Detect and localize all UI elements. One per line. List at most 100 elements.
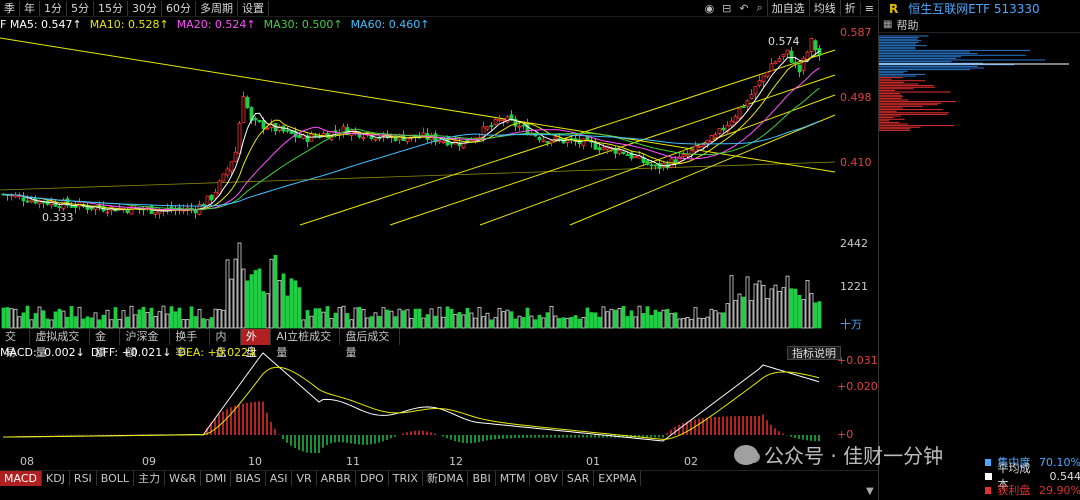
volume-bar bbox=[97, 319, 102, 329]
price-axis-low: 0.410 bbox=[840, 156, 872, 169]
tab-dpo[interactable]: DPO bbox=[356, 471, 389, 486]
period-multi[interactable]: 多周期 bbox=[196, 0, 238, 16]
volume-bar bbox=[173, 311, 178, 329]
tab-trix[interactable]: TRIX bbox=[389, 471, 423, 486]
tab-rsi[interactable]: RSI bbox=[70, 471, 97, 486]
candle-body bbox=[625, 154, 630, 157]
volume-bar bbox=[605, 311, 610, 329]
tab-arbr[interactable]: ARBR bbox=[317, 471, 357, 486]
volume-bar bbox=[509, 311, 514, 329]
search-icon[interactable]: ⌕ bbox=[756, 1, 763, 14]
scroll-down-icon[interactable]: ▼ bbox=[866, 486, 874, 497]
candle-body bbox=[25, 200, 30, 203]
tab-dmi[interactable]: DMI bbox=[201, 471, 232, 486]
indicator-help-button[interactable]: 指标说明 bbox=[787, 346, 841, 360]
period-5min[interactable]: 5分 bbox=[67, 0, 94, 16]
ma-line bbox=[3, 87, 820, 210]
month-label: 09 bbox=[142, 455, 156, 468]
settings-button[interactable]: 设置 bbox=[238, 0, 269, 16]
volume-bar bbox=[21, 312, 26, 329]
tab-after-hours[interactable]: 盘后成交量 bbox=[340, 329, 401, 359]
volume-bar bbox=[225, 259, 230, 329]
undo-icon[interactable]: ↶ bbox=[739, 1, 749, 15]
tab-mtm[interactable]: MTM bbox=[496, 471, 531, 486]
period-15min[interactable]: 15分 bbox=[94, 0, 128, 16]
tab-asi[interactable]: ASI bbox=[266, 471, 293, 486]
volume-chart[interactable] bbox=[0, 230, 878, 330]
candle-body bbox=[277, 125, 282, 131]
help-label: 帮助 bbox=[896, 18, 919, 32]
candle-body bbox=[617, 150, 622, 154]
candle-body bbox=[761, 75, 766, 83]
period-quarter[interactable]: 季 bbox=[0, 0, 20, 16]
add-watchlist-button[interactable]: 加自选 bbox=[766, 0, 809, 16]
volume-bar bbox=[753, 283, 758, 329]
tab-vr[interactable]: VR bbox=[292, 471, 317, 486]
period-60min[interactable]: 60分 bbox=[162, 0, 196, 16]
tab-amount[interactable]: 金额 bbox=[90, 329, 121, 359]
volume-bar bbox=[397, 308, 402, 329]
volume-bar bbox=[265, 293, 270, 329]
volume-bar bbox=[501, 311, 506, 329]
month-axis: 08 09 10 11 12 01 02 bbox=[0, 453, 878, 469]
low-annotation: 0.333 bbox=[42, 211, 74, 224]
volume-bar bbox=[69, 306, 74, 329]
avg-line-button[interactable]: 均线 bbox=[808, 0, 840, 16]
ma-line bbox=[3, 50, 820, 212]
candle-body bbox=[261, 120, 266, 129]
candle-body bbox=[213, 191, 218, 199]
candle-body bbox=[801, 57, 806, 71]
tab-wr[interactable]: W&R bbox=[165, 471, 202, 486]
stat-swatch bbox=[985, 486, 992, 494]
volume-bar bbox=[85, 316, 90, 329]
ma-line bbox=[3, 55, 820, 211]
tab-outer[interactable]: 外盘 bbox=[240, 329, 272, 359]
tab-inner[interactable]: 内盘 bbox=[210, 329, 241, 359]
volume-bar bbox=[325, 306, 330, 329]
volume-bar bbox=[361, 309, 366, 329]
volume-bar bbox=[613, 309, 618, 329]
stat-value: 0.544 bbox=[1049, 469, 1080, 483]
tab-hs-amount[interactable]: 沪深金额 bbox=[120, 329, 171, 359]
security-title[interactable]: 恒生互联网ETF 513330 bbox=[908, 2, 1040, 16]
period-1min[interactable]: 1分 bbox=[40, 0, 67, 16]
volume-bar bbox=[453, 313, 458, 329]
tab-bbi[interactable]: BBI bbox=[468, 471, 496, 486]
tab-virtual-volume[interactable]: 虚拟成交量 bbox=[30, 329, 91, 359]
tab-kdj[interactable]: KDJ bbox=[42, 471, 70, 486]
volume-bar bbox=[57, 308, 62, 329]
tab-ai-volume[interactable]: AI立桩成交量 bbox=[271, 329, 341, 359]
tab-boll[interactable]: BOLL bbox=[97, 471, 135, 486]
volume-bar bbox=[441, 316, 446, 329]
candle-body bbox=[737, 108, 742, 119]
volume-bar bbox=[45, 318, 50, 329]
tab-volume[interactable]: 交易 bbox=[0, 329, 31, 359]
ruler-icon[interactable]: ⊟ bbox=[722, 1, 732, 15]
tab-sar[interactable]: SAR bbox=[563, 471, 595, 486]
menu-button[interactable]: ≡ bbox=[859, 1, 878, 15]
tab-expma[interactable]: EXPMA bbox=[594, 471, 642, 486]
tab-macd[interactable]: MACD bbox=[0, 471, 42, 486]
eye-icon[interactable]: ◉ bbox=[704, 1, 715, 15]
tab-turnover[interactable]: 换手率 bbox=[170, 329, 211, 359]
kline-chart[interactable] bbox=[0, 20, 878, 230]
volume-bar bbox=[341, 305, 346, 329]
candle-body bbox=[461, 141, 466, 149]
volume-bar bbox=[185, 319, 190, 329]
help-row[interactable]: ▦ 帮助 bbox=[879, 17, 1080, 33]
fold-button[interactable]: 折 bbox=[839, 0, 860, 16]
tab-new-dma[interactable]: 新DMA bbox=[423, 471, 469, 486]
period-30min[interactable]: 30分 bbox=[128, 0, 162, 16]
candle-body bbox=[713, 134, 718, 139]
tab-main-force[interactable]: 主力 bbox=[134, 471, 166, 486]
macd-chart[interactable] bbox=[0, 345, 878, 453]
macd-axis-mid: +0.020 bbox=[837, 380, 878, 393]
volume-bar bbox=[553, 315, 558, 329]
tab-bias[interactable]: BIAS bbox=[231, 471, 266, 486]
candle-body bbox=[621, 151, 626, 155]
volume-bar bbox=[13, 308, 18, 329]
tab-obv[interactable]: OBV bbox=[530, 471, 563, 486]
volume-bar bbox=[717, 312, 722, 329]
period-year[interactable]: 年 bbox=[20, 0, 40, 16]
volume-bar bbox=[505, 309, 510, 329]
